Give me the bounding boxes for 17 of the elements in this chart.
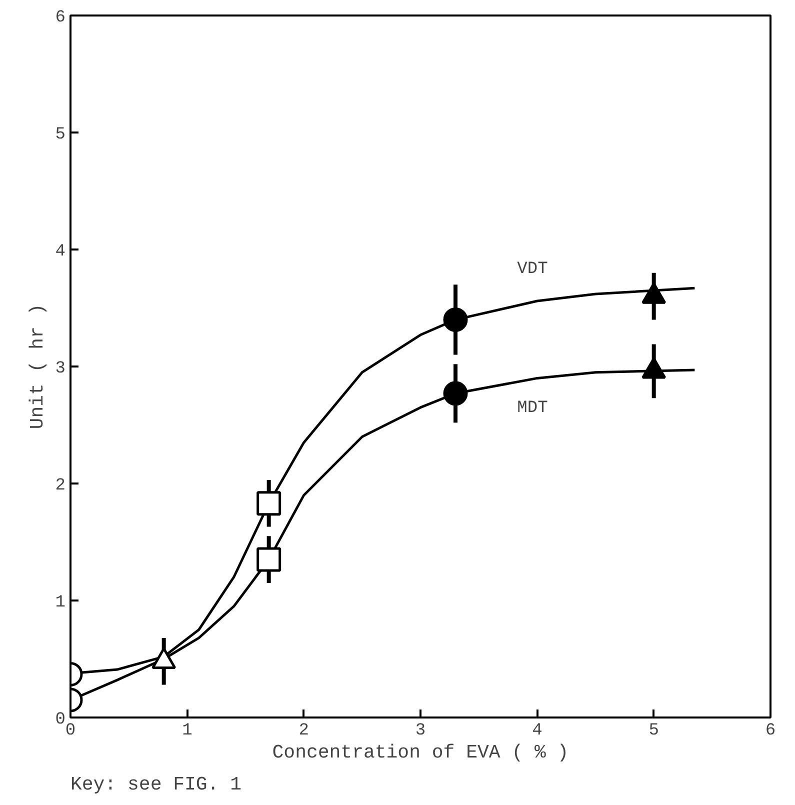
series-label: MDT: [517, 399, 548, 418]
text: Key: see FIG. 1: [70, 774, 242, 796]
y-tick-label: 1: [55, 594, 66, 612]
y-tick-label: 2: [55, 476, 66, 496]
x-tick-label: 2: [298, 722, 309, 740]
x-tick-label: 4: [532, 722, 542, 740]
y-tick-label: 4: [55, 242, 66, 262]
x-axis-title: Concentration of EVA ( % ): [272, 742, 569, 764]
x-tick-label: 1: [182, 722, 192, 740]
series-label: VDT: [517, 260, 548, 279]
y-axis-title: Unit ( hr ): [26, 304, 48, 430]
y-tick-label: 3: [55, 360, 66, 378]
x-tick-label: 6: [765, 722, 776, 740]
x-tick-label: 5: [648, 722, 659, 740]
y-tick-label: 5: [55, 126, 66, 144]
y-tick-label: 6: [55, 8, 66, 28]
x-tick-label: 3: [415, 722, 426, 740]
